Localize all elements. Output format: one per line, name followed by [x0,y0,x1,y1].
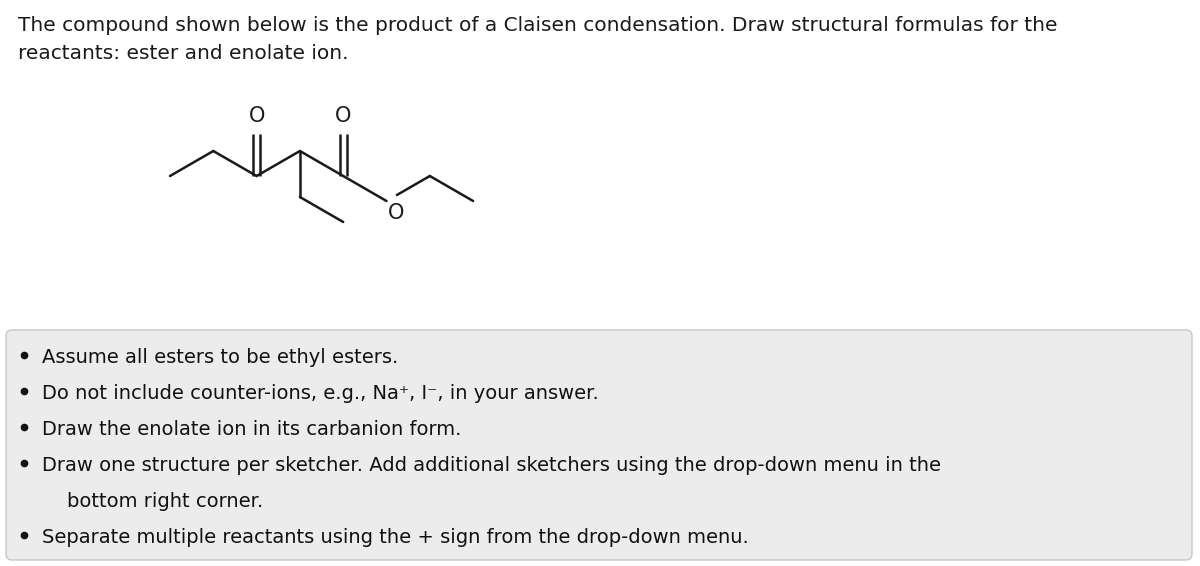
Text: Separate multiple reactants using the + sign from the drop-down menu.: Separate multiple reactants using the + … [42,528,749,547]
Text: Assume all esters to be ethyl esters.: Assume all esters to be ethyl esters. [42,348,398,367]
Text: The compound shown below is the product of a Claisen condensation. Draw structur: The compound shown below is the product … [18,16,1057,63]
Text: Draw one structure per sketcher. Add additional sketchers using the drop-down me: Draw one structure per sketcher. Add add… [42,456,941,475]
Text: O: O [248,105,265,126]
Text: bottom right corner.: bottom right corner. [42,492,263,511]
Text: O: O [388,203,404,223]
FancyBboxPatch shape [6,330,1192,560]
Text: Do not include counter-ions, e.g., Na⁺, I⁻, in your answer.: Do not include counter-ions, e.g., Na⁺, … [42,384,599,403]
Text: Draw the enolate ion in its carbanion form.: Draw the enolate ion in its carbanion fo… [42,420,461,439]
Text: O: O [335,105,352,126]
